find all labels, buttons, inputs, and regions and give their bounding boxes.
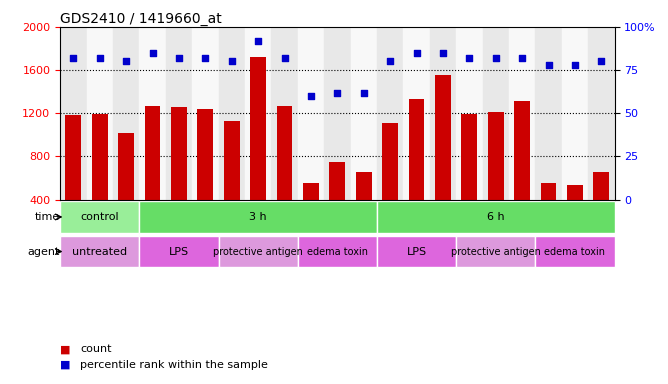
Text: edema toxin: edema toxin xyxy=(544,247,605,257)
Point xyxy=(438,50,448,56)
FancyBboxPatch shape xyxy=(377,236,456,267)
Bar xyxy=(435,76,451,243)
Bar xyxy=(567,185,583,243)
Point xyxy=(253,38,263,44)
Point xyxy=(570,62,580,68)
Bar xyxy=(509,27,535,200)
Text: agent: agent xyxy=(28,247,60,257)
Bar xyxy=(303,183,319,243)
Bar xyxy=(482,27,509,200)
Bar xyxy=(356,172,371,243)
FancyBboxPatch shape xyxy=(218,236,298,267)
Point xyxy=(359,89,369,96)
Point xyxy=(200,55,210,61)
Bar xyxy=(166,27,192,200)
Bar xyxy=(403,27,430,200)
Bar xyxy=(430,27,456,200)
Bar xyxy=(118,133,134,243)
Bar xyxy=(535,27,562,200)
FancyBboxPatch shape xyxy=(535,236,615,267)
Bar xyxy=(382,123,398,243)
FancyBboxPatch shape xyxy=(456,236,535,267)
Point xyxy=(226,58,237,65)
Bar xyxy=(514,101,530,243)
Point xyxy=(490,55,501,61)
Bar xyxy=(144,106,160,243)
Bar xyxy=(588,27,615,200)
Text: count: count xyxy=(80,344,112,354)
Point xyxy=(305,93,316,99)
FancyBboxPatch shape xyxy=(140,202,377,233)
Point xyxy=(147,50,158,56)
Text: 6 h: 6 h xyxy=(487,212,504,222)
Bar xyxy=(65,116,81,243)
Text: ■: ■ xyxy=(60,344,71,354)
Bar xyxy=(140,27,166,200)
FancyBboxPatch shape xyxy=(60,236,140,267)
Text: LPS: LPS xyxy=(407,247,427,257)
Bar xyxy=(171,108,187,243)
Point xyxy=(94,55,105,61)
Bar xyxy=(87,27,113,200)
Bar xyxy=(192,27,218,200)
Text: percentile rank within the sample: percentile rank within the sample xyxy=(80,360,268,370)
Point xyxy=(385,58,395,65)
Bar xyxy=(298,27,324,200)
Bar xyxy=(329,162,345,243)
Point xyxy=(411,50,422,56)
Point xyxy=(596,58,607,65)
Text: ■: ■ xyxy=(60,360,71,370)
Text: edema toxin: edema toxin xyxy=(307,247,368,257)
Bar xyxy=(540,183,556,243)
Bar xyxy=(113,27,140,200)
Text: time: time xyxy=(35,212,60,222)
Point xyxy=(543,62,554,68)
Bar xyxy=(377,27,403,200)
Bar xyxy=(245,27,271,200)
FancyBboxPatch shape xyxy=(377,202,615,233)
Text: GDS2410 / 1419660_at: GDS2410 / 1419660_at xyxy=(60,12,222,26)
Text: LPS: LPS xyxy=(169,247,189,257)
Bar xyxy=(198,109,213,243)
Text: untreated: untreated xyxy=(72,247,128,257)
Bar xyxy=(462,114,477,243)
Point xyxy=(174,55,184,61)
Text: protective antigen: protective antigen xyxy=(451,247,540,257)
Bar xyxy=(593,172,609,243)
Point xyxy=(121,58,132,65)
FancyBboxPatch shape xyxy=(298,236,377,267)
Point xyxy=(332,89,343,96)
Text: 3 h: 3 h xyxy=(249,212,267,222)
Bar xyxy=(271,27,298,200)
Bar xyxy=(456,27,482,200)
Point xyxy=(279,55,290,61)
Bar xyxy=(92,114,108,243)
Bar xyxy=(218,27,245,200)
Text: control: control xyxy=(80,212,119,222)
FancyBboxPatch shape xyxy=(140,236,218,267)
Bar xyxy=(277,106,293,243)
Bar xyxy=(351,27,377,200)
Bar xyxy=(60,27,87,200)
Bar xyxy=(250,57,266,243)
Bar xyxy=(224,121,240,243)
Bar xyxy=(409,99,424,243)
Bar xyxy=(562,27,588,200)
Bar xyxy=(488,112,504,243)
Bar xyxy=(324,27,351,200)
Point xyxy=(68,55,79,61)
Text: protective antigen: protective antigen xyxy=(213,247,303,257)
Point xyxy=(464,55,475,61)
Point xyxy=(517,55,528,61)
FancyBboxPatch shape xyxy=(60,202,140,233)
